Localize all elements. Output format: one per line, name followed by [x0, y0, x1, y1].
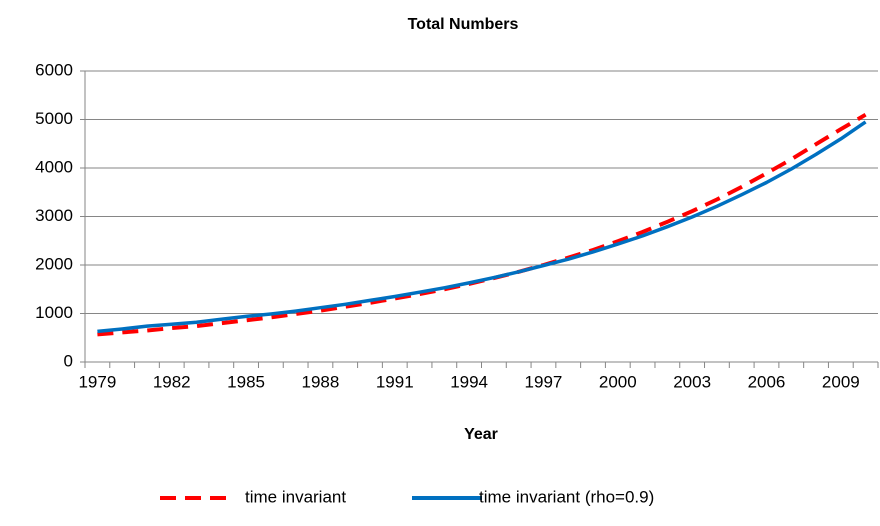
chart-title: Total Numbers — [408, 16, 519, 33]
line-series — [97, 112, 867, 337]
y-tick-label: 0 — [64, 351, 73, 370]
legend-label: time invariant (rho=0.9) — [479, 487, 654, 506]
x-tick-label: 1982 — [153, 372, 191, 391]
x-tick-label: 2009 — [822, 372, 860, 391]
y-tick-label: 5000 — [35, 109, 73, 128]
x-tick-label: 1991 — [376, 372, 414, 391]
y-tick-label: 1000 — [35, 303, 73, 322]
y-tick-label: 3000 — [35, 206, 73, 225]
y-tick-label: 6000 — [35, 60, 73, 79]
y-tick-label: 2000 — [35, 254, 73, 273]
x-tick-label: 1988 — [302, 372, 340, 391]
x-axis-label: Year — [464, 426, 498, 443]
line-series — [97, 120, 867, 334]
x-tick-label: 2006 — [748, 372, 786, 391]
x-tick-label: 1985 — [227, 372, 265, 391]
x-tick-label: 1979 — [78, 372, 116, 391]
x-tick-label: 2003 — [673, 372, 711, 391]
y-tick-label: 4000 — [35, 157, 73, 176]
x-tick-label: 1994 — [450, 372, 488, 391]
legend-label: time invariant — [245, 487, 346, 506]
x-tick-label: 1997 — [525, 372, 563, 391]
x-tick-label: 2000 — [599, 372, 637, 391]
